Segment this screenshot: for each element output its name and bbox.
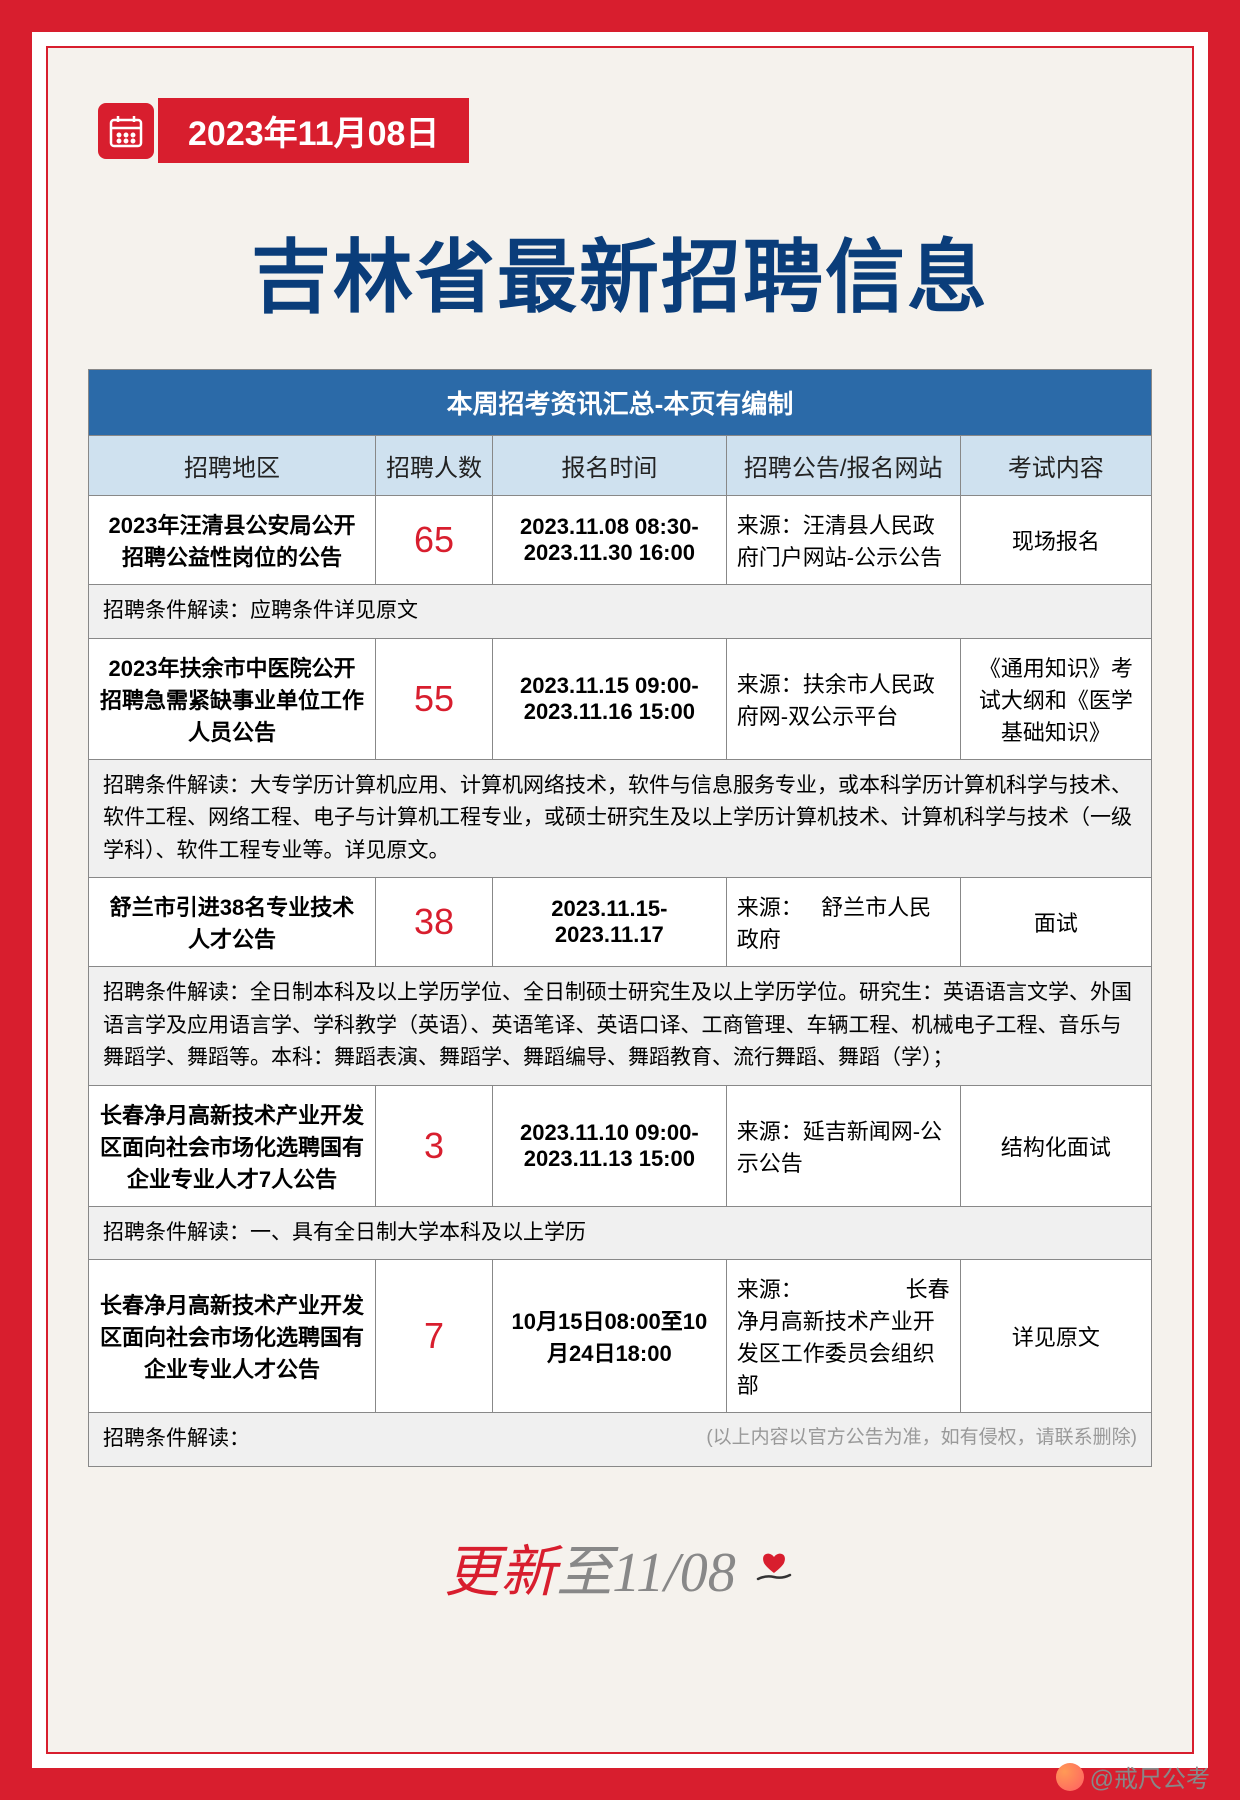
recruitment-table: 本周招考资讯汇总-本页有编制 招聘地区 招聘人数 报名时间 招聘公告/报名网站 … <box>88 369 1152 1467</box>
col-header-source: 招聘公告/报名网站 <box>726 436 960 496</box>
calendar-icon <box>98 103 154 159</box>
col-header-exam: 考试内容 <box>960 436 1151 496</box>
cell-region: 长春净月高新技术产业开发区面向社会市场化选聘国有企业专业人才公告 <box>89 1260 376 1413</box>
cell-exam: 《通用知识》考试大纲和《医学基础知识》 <box>960 638 1151 759</box>
footer-suffix: 11/08 <box>612 1542 735 1604</box>
watermark: @戒尺公考 <box>1056 1759 1210 1794</box>
cell-source: 来源：汪清县人民政府门户网站-公示公告 <box>726 496 960 585</box>
date-badge: 2023年11月08日 <box>158 98 469 163</box>
date-row: 2023年11月08日 <box>98 98 1152 163</box>
watermark-text: @戒尺公考 <box>1090 1759 1210 1794</box>
note-row: 招聘条件解读：一、具有全日制大学本科及以上学历 <box>89 1206 1152 1260</box>
cell-count: 7 <box>376 1260 493 1413</box>
table-row: 2023年扶余市中医院公开招聘急需紧缺事业单位工作人员公告552023.11.1… <box>89 638 1152 759</box>
col-header-count: 招聘人数 <box>376 436 493 496</box>
cell-source: 来源：长春净月高新技术产业开发区工作委员会组织部 <box>726 1260 960 1413</box>
cell-count: 55 <box>376 638 493 759</box>
col-header-time: 报名时间 <box>492 436 726 496</box>
outer-frame: 2023年11月08日 吉林省最新招聘信息 本周招考资讯汇总-本页有编制 招聘地… <box>30 30 1210 1770</box>
table-row: 长春净月高新技术产业开发区面向社会市场化选聘国有企业专业人才7人公告32023.… <box>89 1085 1152 1206</box>
cell-time: 2023.11.10 09:00-2023.11.13 15:00 <box>492 1085 726 1206</box>
cell-source: 来源： 舒兰市人民政府 <box>726 878 960 967</box>
cell-time: 10月15日08:00至10月24日18:00 <box>492 1260 726 1413</box>
cell-region: 长春净月高新技术产业开发区面向社会市场化选聘国有企业专业人才7人公告 <box>89 1085 376 1206</box>
cell-count: 3 <box>376 1085 493 1206</box>
watermark-logo-icon <box>1056 1763 1084 1791</box>
cell-note: 招聘条件解读：一、具有全日制大学本科及以上学历 <box>89 1206 1152 1260</box>
page-title: 吉林省最新招聘信息 <box>88 213 1152 329</box>
cell-exam: 结构化面试 <box>960 1085 1151 1206</box>
cell-exam: 详见原文 <box>960 1260 1151 1413</box>
footer-update: 更新至11/08 <box>88 1527 1152 1608</box>
cell-region: 舒兰市引进38名专业技术人才公告 <box>89 878 376 967</box>
inner-panel: 2023年11月08日 吉林省最新招聘信息 本周招考资讯汇总-本页有编制 招聘地… <box>46 46 1194 1754</box>
note-row: 招聘条件解读：全日制本科及以上学历学位、全日制硕士研究生及以上学历学位。研究生：… <box>89 967 1152 1086</box>
table-row: 长春净月高新技术产业开发区面向社会市场化选聘国有企业专业人才公告710月15日0… <box>89 1260 1152 1413</box>
cell-exam: 面试 <box>960 878 1151 967</box>
cell-source: 来源：延吉新闻网-公示公告 <box>726 1085 960 1206</box>
cell-note: 招聘条件解读：(以上内容以官方公告为准，如有侵权，请联系删除) <box>89 1413 1152 1467</box>
cell-region: 2023年汪清县公安局公开招聘公益性岗位的公告 <box>89 496 376 585</box>
cell-time: 2023.11.15 09:00-2023.11.16 15:00 <box>492 638 726 759</box>
table-row: 2023年汪清县公安局公开招聘公益性岗位的公告652023.11.08 08:3… <box>89 496 1152 585</box>
note-row: 招聘条件解读：应聘条件详见原文 <box>89 585 1152 639</box>
cell-note: 招聘条件解读：应聘条件详见原文 <box>89 585 1152 639</box>
footer-mid: 至 <box>556 1542 612 1604</box>
cell-count: 38 <box>376 878 493 967</box>
heart-hand-icon <box>752 1545 796 1589</box>
note-row: 招聘条件解读：大专学历计算机应用、计算机网络技术，软件与信息服务专业，或本科学历… <box>89 759 1152 878</box>
col-header-region: 招聘地区 <box>89 436 376 496</box>
footer-prefix: 更新 <box>444 1542 556 1604</box>
table-title: 本周招考资讯汇总-本页有编制 <box>89 370 1152 436</box>
cell-exam: 现场报名 <box>960 496 1151 585</box>
cell-count: 65 <box>376 496 493 585</box>
cell-region: 2023年扶余市中医院公开招聘急需紧缺事业单位工作人员公告 <box>89 638 376 759</box>
disclaimer-text: (以上内容以官方公告为准，如有侵权，请联系删除) <box>706 1423 1137 1452</box>
cell-time: 2023.11.08 08:30-2023.11.30 16:00 <box>492 496 726 585</box>
note-row: 招聘条件解读：(以上内容以官方公告为准，如有侵权，请联系删除) <box>89 1413 1152 1467</box>
cell-note: 招聘条件解读：大专学历计算机应用、计算机网络技术，软件与信息服务专业，或本科学历… <box>89 759 1152 878</box>
cell-source: 来源：扶余市人民政府网-双公示平台 <box>726 638 960 759</box>
table-row: 舒兰市引进38名专业技术人才公告382023.11.15-2023.11.17来… <box>89 878 1152 967</box>
cell-note: 招聘条件解读：全日制本科及以上学历学位、全日制硕士研究生及以上学历学位。研究生：… <box>89 967 1152 1086</box>
cell-time: 2023.11.15-2023.11.17 <box>492 878 726 967</box>
